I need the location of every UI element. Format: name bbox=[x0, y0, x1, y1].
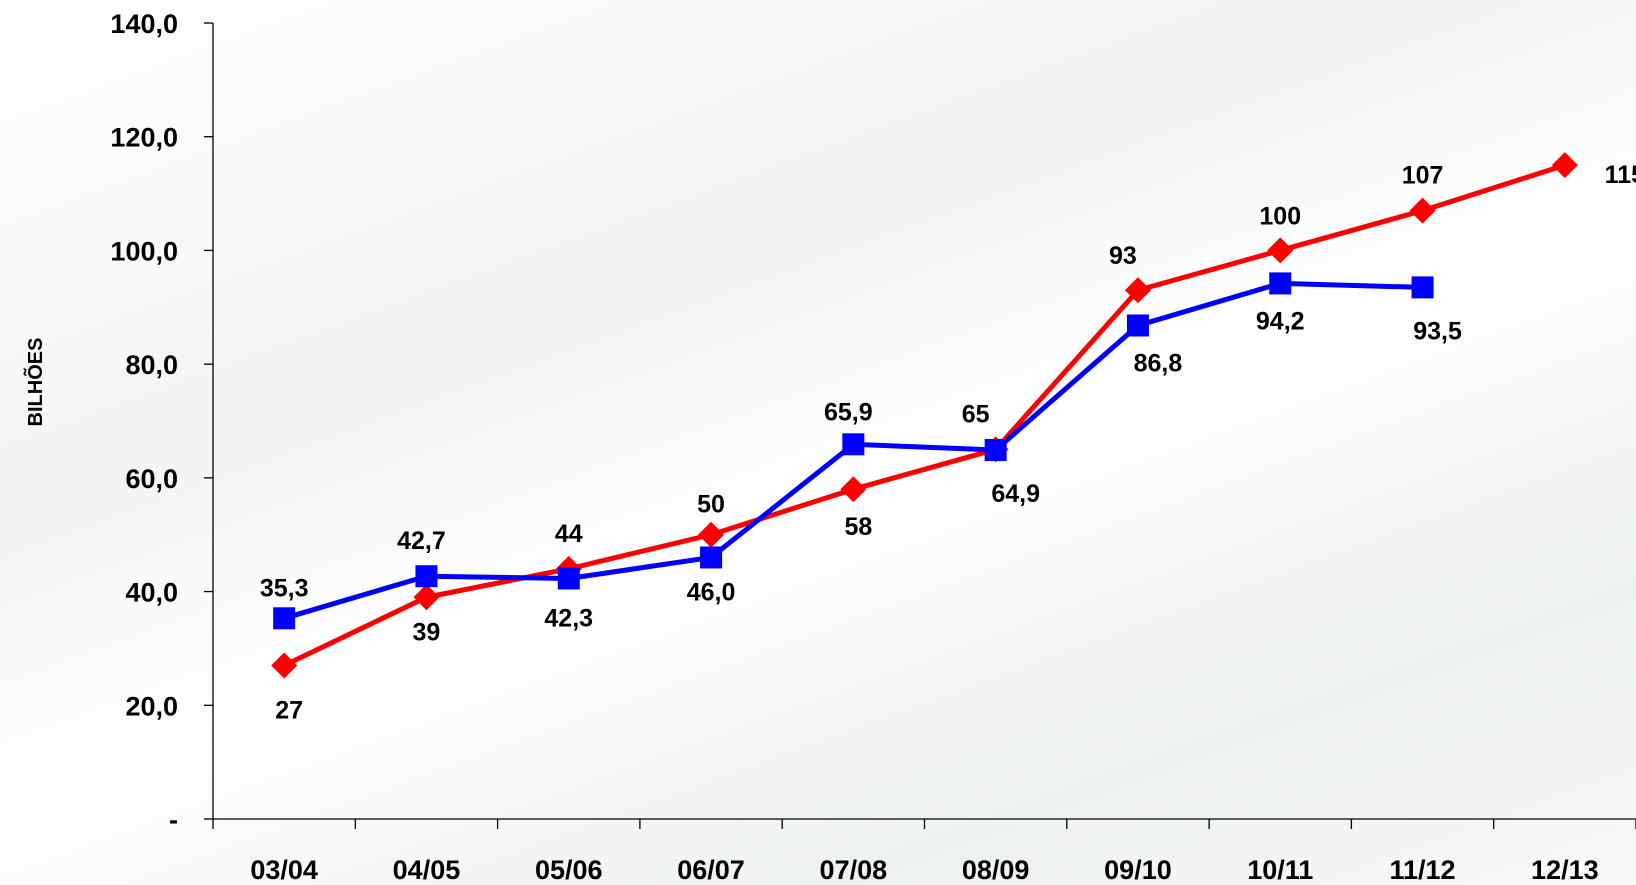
red-diamond-marker bbox=[271, 652, 298, 679]
blue-data-label: 94,2 bbox=[1256, 307, 1305, 335]
blue-data-label: 65,9 bbox=[824, 398, 873, 426]
red-diamond-marker bbox=[1409, 197, 1436, 224]
y-axis-title: BILHÕES bbox=[23, 338, 47, 427]
red-data-label: 39 bbox=[413, 618, 441, 646]
blue-data-label: 64,9 bbox=[991, 480, 1040, 508]
red-diamond-marker bbox=[698, 521, 725, 548]
blue-data-label: 42,3 bbox=[544, 604, 593, 632]
red-diamond-marker bbox=[1551, 152, 1578, 179]
red-data-label: 100 bbox=[1259, 202, 1301, 230]
y-tick-label: 80,0 bbox=[125, 350, 178, 380]
x-tick-label: 07/08 bbox=[820, 855, 888, 885]
x-tick-label: 05/06 bbox=[535, 855, 603, 885]
blue-square-marker bbox=[1126, 314, 1149, 337]
x-tick-label: 06/07 bbox=[677, 855, 745, 885]
blue-square-marker bbox=[700, 546, 723, 569]
series-layer bbox=[271, 152, 1578, 679]
blue-square-marker bbox=[557, 567, 580, 590]
blue-data-label: 35,3 bbox=[260, 574, 309, 602]
red-diamond-marker bbox=[840, 476, 867, 503]
red-series-line bbox=[283, 162, 1566, 668]
x-tick-label: 09/10 bbox=[1104, 855, 1172, 885]
y-tick-label: 100,0 bbox=[110, 236, 178, 266]
blue-square-marker bbox=[1269, 272, 1292, 295]
red-data-label: 65 bbox=[962, 400, 990, 428]
x-tick-label: 04/05 bbox=[393, 855, 461, 885]
red-diamond-marker bbox=[1124, 277, 1151, 304]
x-tick-label: 12/13 bbox=[1531, 855, 1599, 885]
red-data-label: 50 bbox=[697, 491, 725, 519]
y-tick-label: 120,0 bbox=[110, 123, 178, 153]
blue-square-marker bbox=[842, 433, 865, 456]
x-tick-label: 11/12 bbox=[1390, 855, 1456, 885]
blue-data-label: 86,8 bbox=[1134, 349, 1183, 377]
blue-data-label: 46,0 bbox=[687, 578, 736, 606]
data-labels: 27 39 44 50 58 65 93 100 107 115 35,3 42,7 42,3 46,0 6… bbox=[260, 161, 1636, 724]
x-tick-label: 03/04 bbox=[250, 855, 318, 885]
red-data-label: 115 bbox=[1605, 161, 1636, 189]
red-data-label: 58 bbox=[844, 513, 872, 541]
axes: - 20,0 40,0 60,0 80,0 100,0 120,0 140,0 03/04 04/… bbox=[23, 9, 1636, 885]
red-data-label: 44 bbox=[555, 520, 583, 548]
red-data-label: 27 bbox=[275, 696, 303, 724]
red-diamond-marker bbox=[1267, 237, 1294, 264]
y-tick-label: - bbox=[169, 805, 178, 835]
red-data-label: 107 bbox=[1402, 162, 1444, 190]
blue-square-marker bbox=[1411, 276, 1434, 299]
red-data-label: 93 bbox=[1109, 242, 1137, 270]
blue-square-marker bbox=[273, 607, 296, 630]
x-tick-label: 08/09 bbox=[962, 855, 1030, 885]
blue-data-label: 42,7 bbox=[397, 527, 446, 555]
blue-square-marker bbox=[984, 438, 1007, 461]
blue-square-marker bbox=[415, 565, 438, 588]
blue-data-label: 93,5 bbox=[1413, 317, 1462, 345]
red-diamond-marker bbox=[413, 584, 440, 611]
y-tick-label: 60,0 bbox=[125, 464, 178, 494]
x-tick-label: 10/11 bbox=[1247, 855, 1313, 885]
y-tick-label: 40,0 bbox=[125, 578, 178, 608]
y-tick-label: 140,0 bbox=[110, 9, 178, 39]
y-tick-label: 20,0 bbox=[125, 691, 178, 721]
